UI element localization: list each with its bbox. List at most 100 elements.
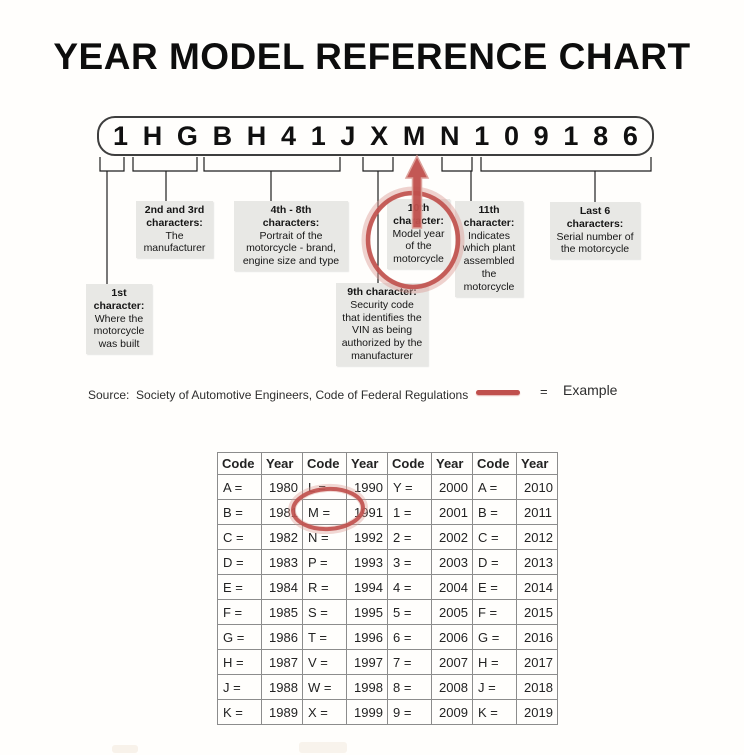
code-cell: E = xyxy=(472,574,517,600)
year-cell: 2003 xyxy=(431,549,473,575)
year-cell: 1983 xyxy=(261,549,303,575)
year-cell: 1986 xyxy=(261,624,303,650)
code-cell: 6 = xyxy=(387,624,432,650)
code-cell: C = xyxy=(217,524,262,550)
table-row: C = 1982 N = 1992 2 = 2002 C = 2012 xyxy=(217,524,558,550)
equals-sign: = xyxy=(540,384,548,399)
code-cell: J = xyxy=(472,674,517,700)
callout-title: 1st character: xyxy=(93,287,145,312)
code-cell: 4 = xyxy=(387,574,432,600)
code-cell: J = xyxy=(217,674,262,700)
code-cell: E = xyxy=(217,574,262,600)
bracket-9th-character xyxy=(362,157,394,172)
callout-body: Model year of the motorcycle xyxy=(392,227,445,266)
code-cell: T = xyxy=(302,624,347,650)
table-row: F = 1985 S = 1995 5 = 2005 F = 2015 xyxy=(217,599,558,625)
vin-character: N xyxy=(440,120,460,151)
table-row: D = 1983 P = 1993 3 = 2003 D = 2013 xyxy=(217,549,558,575)
callout-4th-8th-characters: 4th - 8th characters: Portrait of the mo… xyxy=(234,201,348,271)
year-cell: 2014 xyxy=(516,574,558,600)
table-header-cell: Year xyxy=(516,452,558,475)
vin-character: H xyxy=(142,120,163,151)
table-row: E = 1984 R = 1994 4 = 2004 E = 2014 xyxy=(217,574,558,600)
code-cell: K = xyxy=(217,699,262,725)
callout-9th-character: 9th character: Security code that identi… xyxy=(336,283,428,366)
year-cell: 1989 xyxy=(261,699,303,725)
code-cell: A = xyxy=(472,474,517,500)
vin-character: 0 xyxy=(503,120,519,151)
table-header-cell: Code xyxy=(217,452,262,475)
table-row: J = 1988 W = 1998 8 = 2008 J = 2018 xyxy=(217,674,558,700)
cropped-artifact xyxy=(112,745,138,753)
year-cell: 2017 xyxy=(516,649,558,675)
code-cell: D = xyxy=(217,549,262,575)
code-cell: V = xyxy=(302,649,347,675)
code-cell: F = xyxy=(472,599,517,625)
year-cell: 1993 xyxy=(346,549,388,575)
callout-body: The manufacturer xyxy=(143,229,206,255)
code-cell: 1 = xyxy=(387,499,432,525)
callout-title: Last 6 characters: xyxy=(566,205,624,230)
bracket-11th-character xyxy=(441,157,473,172)
callout-11th-character: 11th character: Indicates which plant as… xyxy=(455,201,523,297)
code-cell: A = xyxy=(217,474,262,500)
year-cell: 1988 xyxy=(261,674,303,700)
vin-character: 1 xyxy=(310,120,326,151)
code-cell: H = xyxy=(472,649,517,675)
code-cell: G = xyxy=(217,624,262,650)
code-cell: Y = xyxy=(387,474,432,500)
example-label: Example xyxy=(563,382,618,398)
table-body: A = 1980 L = 1990 Y = 2000 A = 2010 B = 1981 M = 19… xyxy=(217,474,558,725)
callout-10th-character: 10th character: Model year of the motorc… xyxy=(387,199,450,269)
code-cell: K = xyxy=(472,699,517,725)
table-header-row: Code Year Code Year Code Year Code Year xyxy=(217,452,558,475)
year-cell: 1981 xyxy=(261,499,303,525)
callout-body: Indicates which plant assembled the moto… xyxy=(462,229,516,293)
year-cell: 1991 xyxy=(346,499,388,525)
code-cell: F = xyxy=(217,599,262,625)
callout-body: Where the motorcycle was built xyxy=(93,312,145,351)
table-header-cell: Code xyxy=(302,452,347,475)
year-cell: 1999 xyxy=(346,699,388,725)
code-cell: X = xyxy=(302,699,347,725)
year-cell: 2006 xyxy=(431,624,473,650)
table-row: H = 1987 V = 1997 7 = 2007 H = 2017 xyxy=(217,649,558,675)
table-header-cell: Year xyxy=(261,452,303,475)
callout-body: Serial number of the motorcycle xyxy=(556,230,634,256)
vin-character: G xyxy=(176,120,198,151)
code-cell: W = xyxy=(302,674,347,700)
year-cell: 2009 xyxy=(431,699,473,725)
year-cell: 2018 xyxy=(516,674,558,700)
year-cell: 1995 xyxy=(346,599,388,625)
year-cell: 2013 xyxy=(516,549,558,575)
bracket-last-6-characters xyxy=(480,157,652,172)
bracket-2nd-3rd-characters xyxy=(132,157,198,172)
callout-title: 11th character: xyxy=(463,204,515,229)
code-cell: S = xyxy=(302,599,347,625)
callout-title: 2nd and 3rd characters: xyxy=(144,204,205,229)
year-cell: 2001 xyxy=(431,499,473,525)
callout-title: 4th - 8th characters: xyxy=(262,204,320,229)
year-cell: 1980 xyxy=(261,474,303,500)
vin-character: 6 xyxy=(622,120,638,151)
callout-body: Security code that identifies the VIN as… xyxy=(341,298,423,362)
vin-character: 9 xyxy=(533,120,549,151)
vin-character: J xyxy=(340,120,356,151)
table-header-cell: Code xyxy=(472,452,517,475)
code-cell: 2 = xyxy=(387,524,432,550)
year-cell: 1984 xyxy=(261,574,303,600)
year-cell: 2012 xyxy=(516,524,558,550)
code-cell: B = xyxy=(472,499,517,525)
vin-character: 8 xyxy=(593,120,609,151)
table-row: K = 1989 X = 1999 9 = 2009 K = 2019 xyxy=(217,699,558,725)
year-cell: 1990 xyxy=(346,474,388,500)
code-cell: D = xyxy=(472,549,517,575)
vin-character: B xyxy=(212,120,233,151)
code-cell: 8 = xyxy=(387,674,432,700)
year-cell: 1994 xyxy=(346,574,388,600)
year-cell: 2005 xyxy=(431,599,473,625)
code-cell: 3 = xyxy=(387,549,432,575)
year-cell: 2015 xyxy=(516,599,558,625)
